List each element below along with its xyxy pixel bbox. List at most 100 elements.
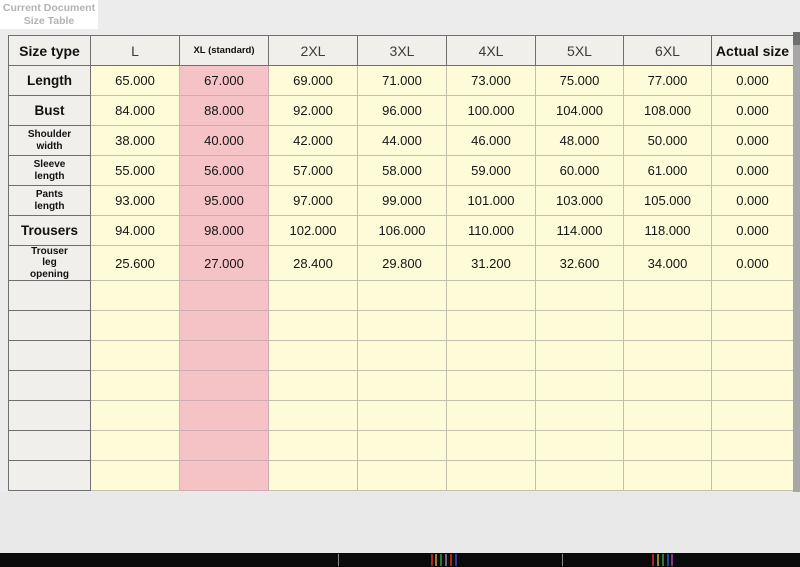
size-cell[interactable]: 25.600 [90,245,180,281]
size-cell[interactable]: 77.000 [623,65,712,96]
empty-cell[interactable] [90,430,180,461]
size-cell[interactable]: 0.000 [711,125,794,156]
size-cell[interactable]: 114.000 [535,215,624,246]
empty-cell[interactable] [446,310,536,341]
empty-cell[interactable] [90,370,180,401]
header-cell-actual-size[interactable]: Actual size [711,35,794,66]
size-cell[interactable]: 100.000 [446,95,536,126]
header-cell-2xl[interactable]: 2XL [268,35,358,66]
scrollbar-track[interactable] [793,32,800,505]
size-cell[interactable]: 44.000 [357,125,447,156]
empty-cell[interactable] [535,310,624,341]
row-label[interactable]: Shoulder width [8,125,91,156]
header-cell-6xl[interactable]: 6XL [623,35,712,66]
empty-cell[interactable] [179,430,269,461]
empty-cell[interactable] [446,370,536,401]
empty-row-label[interactable] [8,280,91,311]
size-cell[interactable]: 50.000 [623,125,712,156]
empty-cell[interactable] [268,370,358,401]
size-cell[interactable]: 56.000 [179,155,269,186]
size-cell[interactable]: 108.000 [623,95,712,126]
empty-cell[interactable] [446,340,536,371]
row-label[interactable]: Bust [8,95,91,126]
size-cell[interactable]: 42.000 [268,125,358,156]
size-cell[interactable]: 67.000 [179,65,269,96]
empty-cell[interactable] [623,460,712,491]
empty-cell[interactable] [711,280,794,311]
size-cell[interactable]: 93.000 [90,185,180,216]
empty-cell[interactable] [268,430,358,461]
size-cell[interactable]: 75.000 [535,65,624,96]
row-label[interactable]: Trouser leg opening [8,245,91,281]
empty-cell[interactable] [179,460,269,491]
empty-cell[interactable] [90,280,180,311]
size-cell[interactable]: 106.000 [357,215,447,246]
size-cell[interactable]: 32.600 [535,245,624,281]
empty-cell[interactable] [535,460,624,491]
header-cell-size-type[interactable]: Size type [8,35,91,66]
scrollbar-thumb[interactable] [793,32,800,45]
size-cell[interactable]: 29.800 [357,245,447,281]
header-cell-3xl[interactable]: 3XL [357,35,447,66]
empty-cell[interactable] [268,340,358,371]
empty-cell[interactable] [623,340,712,371]
header-cell-l[interactable]: L [90,35,180,66]
size-cell[interactable]: 46.000 [446,125,536,156]
size-cell[interactable]: 0.000 [711,95,794,126]
size-cell[interactable]: 55.000 [90,155,180,186]
size-cell[interactable]: 98.000 [179,215,269,246]
empty-cell[interactable] [179,400,269,431]
size-cell[interactable]: 97.000 [268,185,358,216]
empty-cell[interactable] [711,460,794,491]
empty-cell[interactable] [268,280,358,311]
empty-cell[interactable] [446,400,536,431]
empty-cell[interactable] [535,340,624,371]
size-cell[interactable]: 34.000 [623,245,712,281]
empty-cell[interactable] [623,280,712,311]
header-cell-xl-standard-[interactable]: XL (standard) [179,35,269,66]
empty-cell[interactable] [268,310,358,341]
empty-cell[interactable] [357,400,447,431]
empty-cell[interactable] [711,430,794,461]
size-cell[interactable]: 104.000 [535,95,624,126]
size-cell[interactable]: 0.000 [711,215,794,246]
empty-row-label[interactable] [8,310,91,341]
empty-cell[interactable] [711,400,794,431]
size-cell[interactable]: 27.000 [179,245,269,281]
empty-cell[interactable] [623,370,712,401]
empty-cell[interactable] [357,430,447,461]
empty-cell[interactable] [357,280,447,311]
size-cell[interactable]: 61.000 [623,155,712,186]
empty-cell[interactable] [623,310,712,341]
row-label[interactable]: Trousers [8,215,91,246]
empty-cell[interactable] [623,400,712,431]
empty-row-label[interactable] [8,340,91,371]
size-cell[interactable]: 48.000 [535,125,624,156]
empty-cell[interactable] [179,310,269,341]
empty-cell[interactable] [357,370,447,401]
empty-cell[interactable] [711,310,794,341]
size-cell[interactable]: 57.000 [268,155,358,186]
empty-row-label[interactable] [8,370,91,401]
size-cell[interactable]: 0.000 [711,245,794,281]
size-cell[interactable]: 58.000 [357,155,447,186]
empty-cell[interactable] [535,280,624,311]
size-cell[interactable]: 92.000 [268,95,358,126]
size-cell[interactable]: 69.000 [268,65,358,96]
size-cell[interactable]: 103.000 [535,185,624,216]
row-label[interactable]: Length [8,65,91,96]
row-label[interactable]: Sleeve length [8,155,91,186]
empty-cell[interactable] [446,460,536,491]
size-cell[interactable]: 0.000 [711,155,794,186]
size-cell[interactable]: 94.000 [90,215,180,246]
empty-cell[interactable] [711,370,794,401]
row-label[interactable]: Pants length [8,185,91,216]
empty-cell[interactable] [179,280,269,311]
empty-cell[interactable] [268,400,358,431]
size-cell[interactable]: 88.000 [179,95,269,126]
empty-row-label[interactable] [8,400,91,431]
size-cell[interactable]: 60.000 [535,155,624,186]
empty-cell[interactable] [357,310,447,341]
empty-cell[interactable] [535,430,624,461]
size-cell[interactable]: 118.000 [623,215,712,246]
